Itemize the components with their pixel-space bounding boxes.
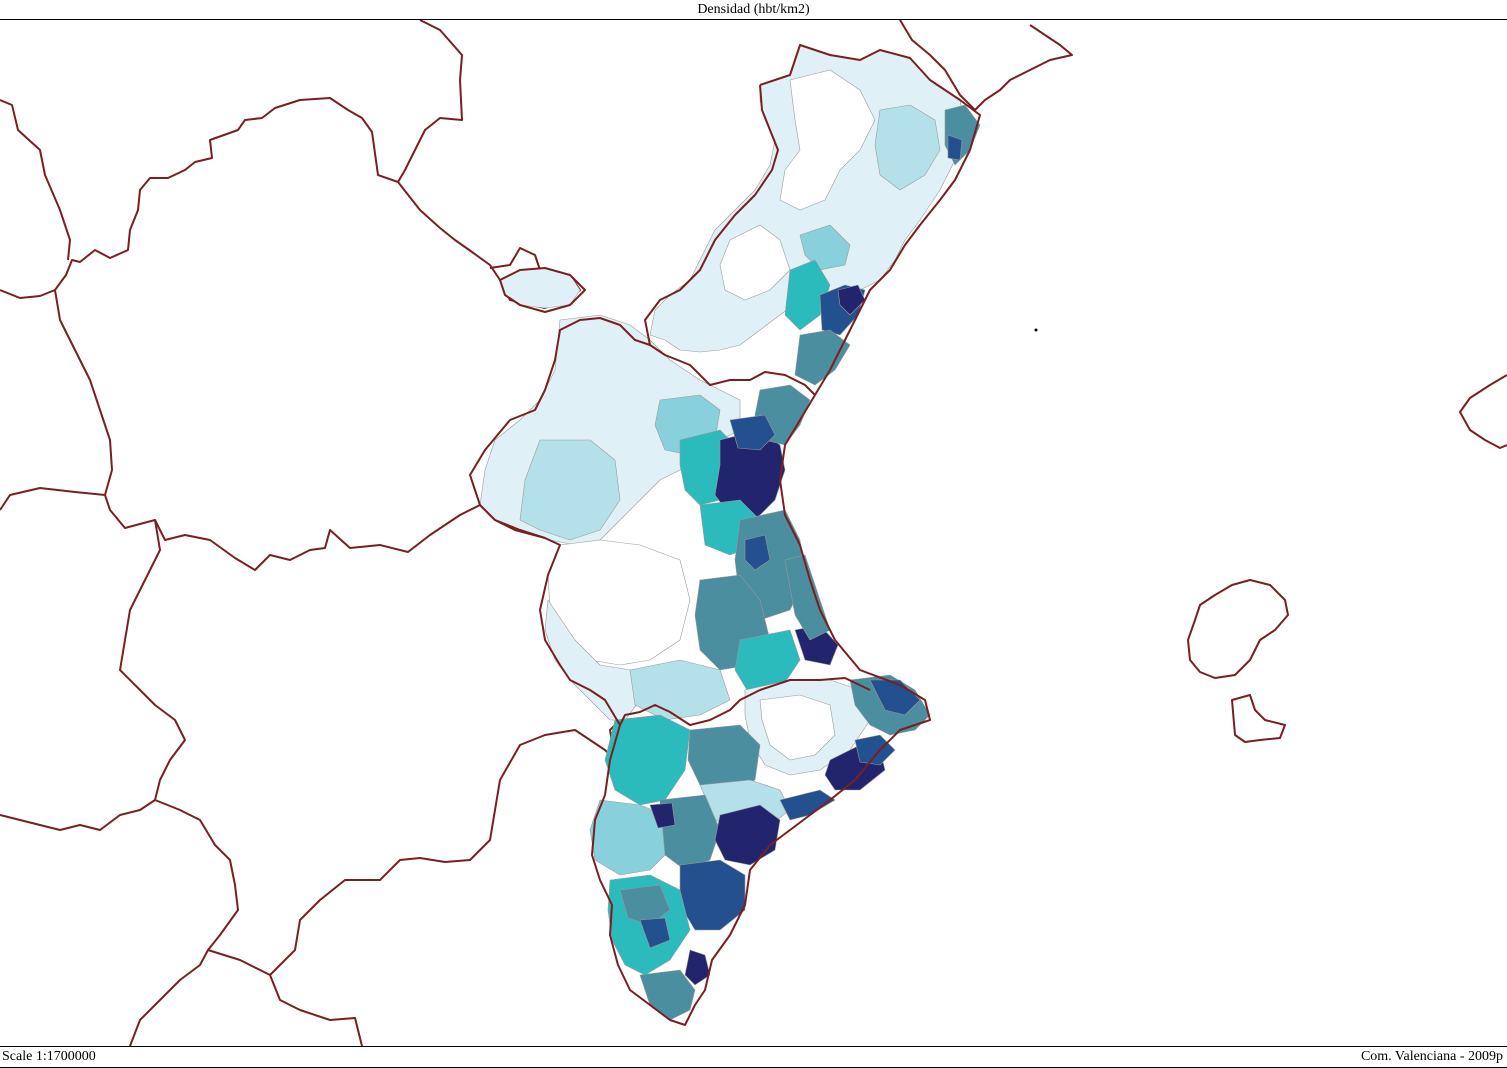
castellon-white-zones-2 — [719, 224, 791, 301]
source-label: Com. Valenciana - 2009p — [1360, 1049, 1503, 1064]
alicante-coast — [779, 789, 836, 821]
map-footer: Scale 1:1700000 Com. Valenciana - 2009p — [0, 1046, 1507, 1068]
castellon-teal — [784, 259, 831, 331]
border-catalonia-coast — [899, 20, 1073, 111]
map-canvas[interactable] — [0, 20, 1507, 1046]
valencia-outline — [469, 44, 981, 1026]
castellon-white-zones — [779, 69, 876, 211]
castellon-city — [837, 284, 866, 316]
alicante-mid-blue — [659, 794, 721, 871]
castellon-south-coast — [794, 329, 851, 386]
vega-baja-south — [639, 969, 696, 1021]
torrevieja — [684, 949, 711, 986]
valencia-region — [479, 44, 981, 1021]
alicante-west-teal — [604, 714, 691, 806]
border-cuenca — [0, 99, 571, 571]
bajo-vinalopo — [679, 859, 746, 931]
regional-borders — [0, 20, 1507, 1046]
outline-valencia-region — [469, 44, 981, 1026]
elche-alicante — [714, 804, 781, 866]
ribera-dark — [744, 534, 771, 571]
benidorm — [854, 734, 896, 766]
map-title: Densidad (hbt/km2) — [0, 0, 1507, 20]
border-aragon-north — [0, 20, 463, 299]
valencia-ring-2 — [729, 414, 776, 451]
border-murcia — [129, 714, 626, 1046]
scale-label: Scale 1:1700000 — [2, 1049, 96, 1064]
border-albacete — [0, 487, 186, 831]
columbretes-island — [1034, 328, 1038, 332]
castellon-mid-2 — [799, 224, 851, 271]
alicante-white-mountains — [759, 694, 836, 761]
outline-rincon-ademuz — [499, 267, 586, 313]
border-baleares-ibiza — [1187, 579, 1289, 679]
border-mallorca-edge — [1459, 374, 1507, 449]
choropleth-map — [0, 20, 1507, 1046]
costera-light — [629, 659, 731, 721]
vega-baja-dark — [639, 917, 671, 949]
vinaros — [947, 134, 963, 161]
border-formentera — [1231, 694, 1286, 743]
requena-utiel — [519, 439, 621, 541]
vega-baja-blue — [619, 884, 671, 926]
villena-dark — [649, 802, 676, 829]
alicante-west-light — [589, 799, 671, 876]
castellon-mid — [874, 104, 941, 191]
